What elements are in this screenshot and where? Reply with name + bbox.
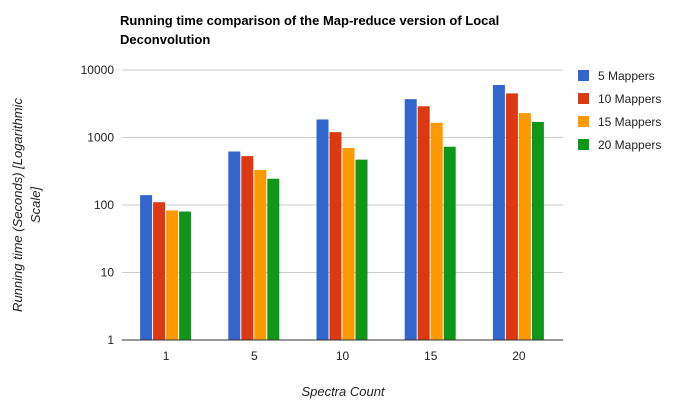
bar	[531, 121, 544, 340]
bar	[228, 151, 241, 340]
y-tick-label: 100	[94, 198, 114, 212]
chart-title-line-2: Deconvolution	[120, 32, 210, 47]
bar	[267, 178, 280, 340]
bar	[518, 113, 531, 340]
y-axis-ticks: 1 10 100 1000 10000	[81, 63, 115, 347]
bar	[417, 106, 430, 340]
y-axis-title-line-1: Running time (Seconds) [Logarithmic	[10, 98, 25, 312]
bar	[505, 93, 518, 340]
chart-title-line-1: Running time comparison of the Map-reduc…	[120, 13, 499, 28]
bar	[179, 211, 192, 340]
legend-label: 20 Mappers	[598, 138, 661, 152]
y-tick-label: 1000	[87, 131, 114, 145]
bars	[140, 84, 544, 341]
bar	[316, 119, 329, 340]
y-tick-label: 10000	[81, 63, 115, 77]
x-tick-label: 5	[251, 349, 258, 363]
legend: 5 Mappers 10 Mappers 15 Mappers 20 Mappers	[578, 69, 661, 152]
legend-label: 10 Mappers	[598, 92, 661, 106]
bar	[492, 84, 505, 340]
bar	[404, 99, 417, 340]
legend-swatch	[578, 93, 589, 104]
x-tick-label: 10	[336, 349, 350, 363]
x-tick-label: 1	[163, 349, 170, 363]
y-tick-label: 10	[101, 266, 115, 280]
bar	[342, 147, 355, 340]
bar	[166, 210, 179, 340]
legend-label: 15 Mappers	[598, 115, 661, 129]
y-axis-title-line-2: Scale]	[28, 187, 43, 224]
bar	[153, 202, 166, 340]
y-axis-title: Running time (Seconds) [Logarithmic Scal…	[10, 98, 43, 312]
legend-swatch	[578, 116, 589, 127]
bar	[254, 170, 267, 340]
chart-title: Running time comparison of the Map-reduc…	[120, 13, 499, 47]
bar	[443, 146, 456, 340]
x-axis-title: Spectra Count	[301, 384, 385, 399]
bar	[430, 122, 443, 341]
y-tick-label: 1	[107, 333, 114, 347]
bar	[241, 156, 254, 340]
legend-swatch	[578, 139, 589, 150]
legend-label: 5 Mappers	[598, 69, 655, 83]
x-tick-label: 15	[424, 349, 438, 363]
bar	[355, 159, 368, 340]
x-axis-ticks: 1 5 10 15 20	[163, 349, 526, 363]
x-tick-label: 20	[512, 349, 526, 363]
bar	[140, 195, 153, 340]
bar	[329, 132, 342, 340]
legend-swatch	[578, 70, 589, 81]
